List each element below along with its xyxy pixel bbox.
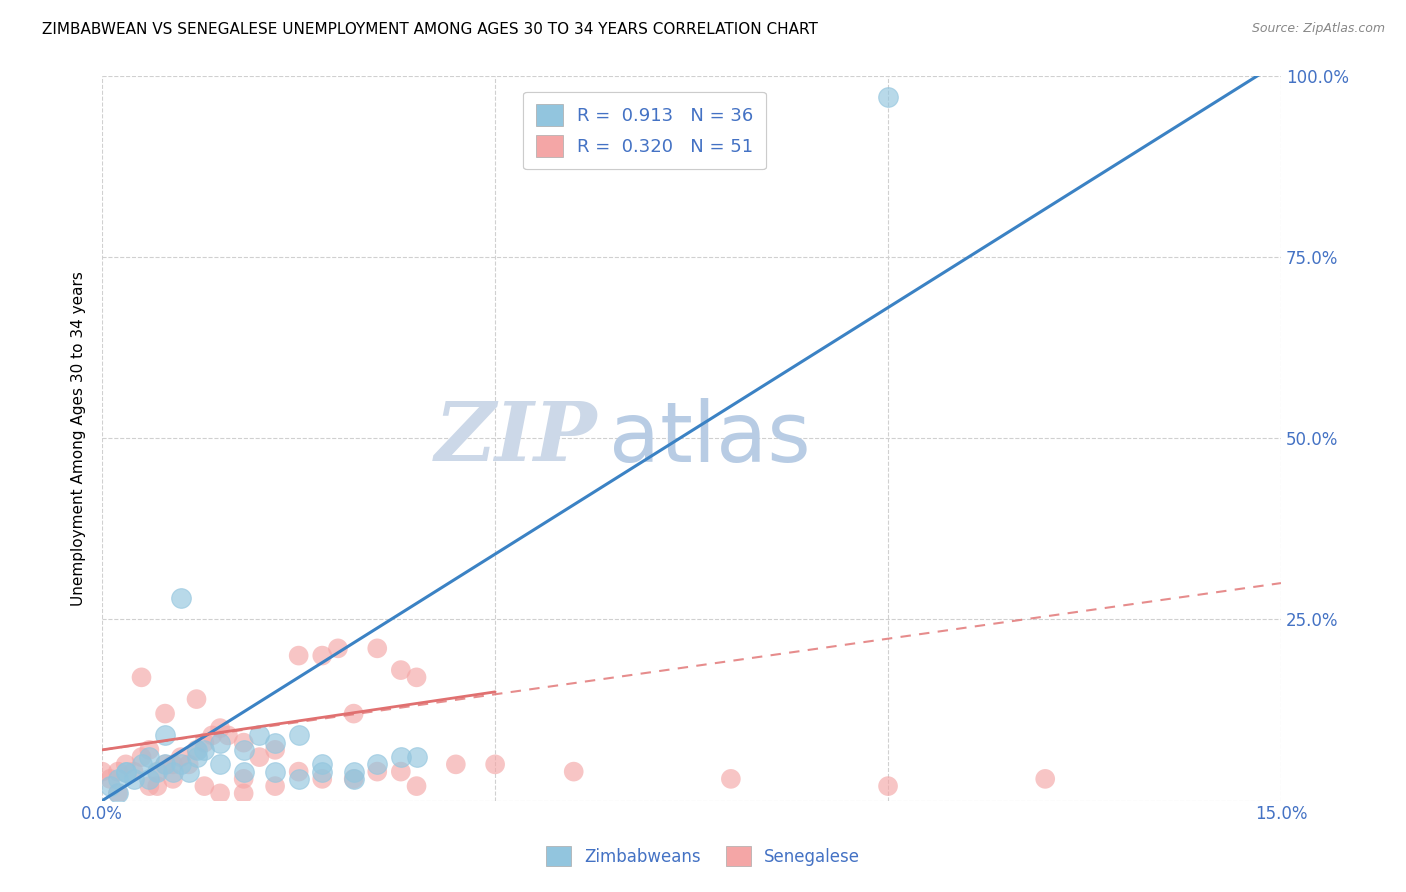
Point: [366, 764, 388, 779]
Point: [114, 764, 136, 779]
Point: [131, 750, 153, 764]
Point: [122, 764, 145, 779]
Point: [177, 757, 200, 772]
Point: [177, 764, 200, 779]
Point: [1033, 772, 1056, 786]
Point: [366, 757, 388, 772]
Point: [264, 736, 287, 750]
Point: [217, 728, 239, 742]
Point: [98, 779, 121, 793]
Point: [162, 757, 184, 772]
Point: [562, 764, 585, 779]
Point: [146, 764, 169, 779]
Legend: Zimbabweans, Senegalese: Zimbabweans, Senegalese: [537, 838, 869, 875]
Point: [193, 736, 215, 750]
Point: [107, 786, 129, 800]
Point: [287, 648, 309, 663]
Point: [209, 721, 232, 735]
Point: [264, 743, 287, 757]
Point: [264, 779, 287, 793]
Point: [186, 750, 208, 764]
Point: [287, 764, 309, 779]
Point: [201, 728, 224, 742]
Point: [131, 757, 153, 772]
Point: [170, 757, 193, 772]
Point: [114, 757, 136, 772]
Point: [114, 764, 136, 779]
Point: [326, 641, 349, 656]
Point: [138, 743, 160, 757]
Point: [162, 764, 184, 779]
Point: [138, 772, 160, 786]
Point: [287, 728, 309, 742]
Text: Source: ZipAtlas.com: Source: ZipAtlas.com: [1251, 22, 1385, 36]
Point: [146, 779, 169, 793]
Point: [877, 90, 900, 104]
Point: [247, 728, 270, 742]
Point: [343, 706, 366, 721]
Point: [405, 750, 427, 764]
Legend: R =  0.913   N = 36, R =  0.320   N = 51: R = 0.913 N = 36, R = 0.320 N = 51: [523, 92, 766, 169]
Point: [153, 706, 176, 721]
Point: [107, 772, 129, 786]
Point: [232, 772, 254, 786]
Point: [311, 764, 333, 779]
Point: [311, 757, 333, 772]
Point: [405, 670, 427, 684]
Point: [138, 750, 160, 764]
Point: [366, 641, 388, 656]
Point: [91, 764, 114, 779]
Point: [311, 648, 333, 663]
Point: [232, 786, 254, 800]
Point: [209, 786, 232, 800]
Point: [264, 764, 287, 779]
Point: [484, 757, 506, 772]
Point: [162, 772, 184, 786]
Point: [170, 750, 193, 764]
Point: [389, 764, 412, 779]
Point: [247, 750, 270, 764]
Y-axis label: Unemployment Among Ages 30 to 34 years: Unemployment Among Ages 30 to 34 years: [72, 270, 86, 606]
Point: [153, 728, 176, 742]
Point: [343, 772, 366, 786]
Point: [232, 764, 254, 779]
Text: atlas: atlas: [609, 398, 811, 479]
Point: [720, 772, 742, 786]
Point: [193, 743, 215, 757]
Point: [186, 743, 208, 757]
Point: [444, 757, 467, 772]
Point: [186, 743, 208, 757]
Point: [209, 757, 232, 772]
Point: [877, 779, 900, 793]
Point: [287, 772, 309, 786]
Point: [153, 757, 176, 772]
Point: [107, 786, 129, 800]
Point: [389, 750, 412, 764]
Point: [138, 779, 160, 793]
Point: [311, 772, 333, 786]
Point: [170, 591, 193, 605]
Point: [343, 772, 366, 786]
Point: [209, 736, 232, 750]
Point: [131, 670, 153, 684]
Point: [343, 764, 366, 779]
Point: [107, 764, 129, 779]
Point: [122, 772, 145, 786]
Point: [98, 772, 121, 786]
Point: [153, 757, 176, 772]
Point: [146, 764, 169, 779]
Text: ZIMBABWEAN VS SENEGALESE UNEMPLOYMENT AMONG AGES 30 TO 34 YEARS CORRELATION CHAR: ZIMBABWEAN VS SENEGALESE UNEMPLOYMENT AM…: [42, 22, 818, 37]
Point: [193, 779, 215, 793]
Point: [405, 779, 427, 793]
Point: [186, 692, 208, 706]
Point: [232, 736, 254, 750]
Point: [389, 663, 412, 677]
Point: [232, 743, 254, 757]
Text: ZIP: ZIP: [434, 398, 598, 478]
